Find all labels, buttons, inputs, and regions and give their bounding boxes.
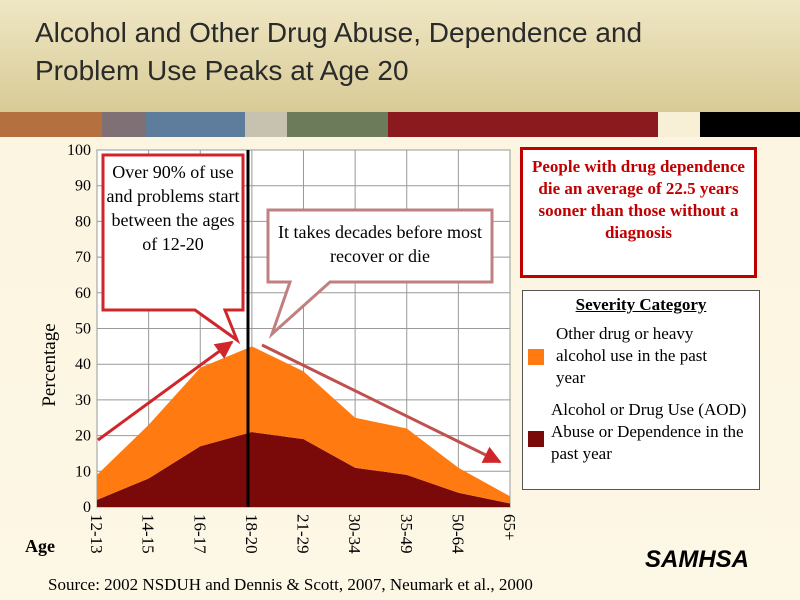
y-tick-label: 10 <box>75 463 91 480</box>
area <box>97 432 510 507</box>
legend-swatch <box>528 349 544 365</box>
source: Source: 2002 NSDUH and Dennis & Scott, 2… <box>48 575 533 594</box>
annotation: Over 90% of use and problems start betwe… <box>106 162 240 254</box>
annotation: It takes decades before most recover or … <box>278 222 482 266</box>
x-axis-label: Age <box>25 536 55 556</box>
legend-label: Other drug or heavy alcohol use in the p… <box>556 324 708 387</box>
legend-title: Severity Category <box>575 295 707 314</box>
y-tick-label: 100 <box>67 142 91 159</box>
x-tick-label: 18-20 <box>242 514 261 554</box>
slide-title: Alcohol and Other Drug Abuse, Dependence… <box>35 17 643 86</box>
y-tick-label: 60 <box>75 285 91 302</box>
x-tick-label: 65+ <box>500 514 519 541</box>
x-tick-label: 16-17 <box>190 514 209 554</box>
y-tick-label: 80 <box>75 213 91 230</box>
stripe <box>0 112 102 137</box>
y-axis-label: Percentage <box>39 323 60 406</box>
callout: People with drug dependence die an avera… <box>520 147 757 278</box>
y-tick-label: 40 <box>75 356 91 373</box>
logo: SAMHSA <box>645 546 749 573</box>
header <box>0 0 800 112</box>
y-tick-label: 50 <box>75 321 91 338</box>
y-tick-label: 20 <box>75 428 91 445</box>
legend-label: Alcohol or Drug Use (AOD) Abuse or Depen… <box>551 400 747 463</box>
x-tick-label: 14-15 <box>139 514 158 554</box>
x-tick-label: 12-13 <box>87 514 106 554</box>
x-tick-label: 35-49 <box>397 514 416 554</box>
stripe <box>145 112 245 137</box>
stripe <box>700 112 800 137</box>
legend-swatch <box>528 431 544 447</box>
x-tick-label: 50-64 <box>448 514 467 554</box>
area <box>97 346 510 504</box>
legend: Severity Category Other drug or heavy al… <box>522 290 760 490</box>
x-tick-label: 30-34 <box>345 514 364 554</box>
y-tick-label: 90 <box>75 178 91 195</box>
stripe <box>658 112 700 137</box>
callout-box <box>101 153 245 345</box>
stripe <box>245 112 287 137</box>
arrow <box>261 343 502 464</box>
stripe <box>102 112 145 137</box>
y-tick-label: 0 <box>83 499 91 516</box>
y-tick-label: 70 <box>75 249 91 266</box>
stripe <box>388 112 658 137</box>
arrow <box>97 340 234 442</box>
y-tick-label: 30 <box>75 392 91 409</box>
x-tick-label: 21-29 <box>294 514 313 554</box>
callout-box <box>266 208 494 339</box>
stripe <box>287 112 388 137</box>
